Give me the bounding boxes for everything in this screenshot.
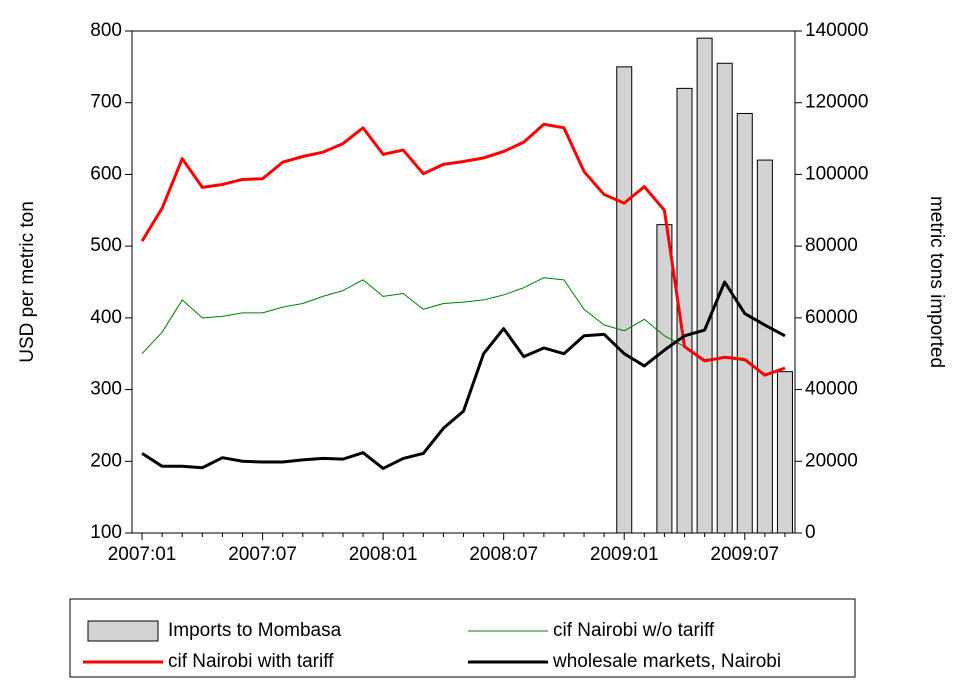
legend-label: Imports to Mombasa xyxy=(168,620,342,641)
line xyxy=(140,122,786,377)
y-tick-label: 300 xyxy=(90,379,122,400)
y-tick-label: 400 xyxy=(90,307,122,328)
legend-label: wholesale markets, Nairobi xyxy=(552,651,781,672)
bar xyxy=(616,66,633,534)
y2-tick-label: 40000 xyxy=(805,379,858,400)
y2-tick-label: 0 xyxy=(805,522,816,543)
y-tick-label: 700 xyxy=(90,92,122,113)
bar xyxy=(736,112,753,534)
x-tick-label: 2008:07 xyxy=(469,544,538,565)
y-tick-label: 600 xyxy=(90,163,122,184)
y2-tick-label: 100000 xyxy=(805,163,868,184)
bar xyxy=(776,371,793,534)
y-tick-label: 200 xyxy=(90,450,122,471)
y2-tick-label: 120000 xyxy=(805,92,868,113)
x-tick-label: 2007:07 xyxy=(228,544,297,565)
x-tick-label: 2009:07 xyxy=(710,544,779,565)
bar xyxy=(656,224,673,534)
legend-label: cif Nairobi w/o tariff xyxy=(553,620,715,641)
y2-axis-label: metric tons imported xyxy=(926,196,947,368)
y-tick-label: 800 xyxy=(90,20,122,41)
y2-tick-label: 140000 xyxy=(805,20,868,41)
y2-tick-label: 60000 xyxy=(805,307,858,328)
legend-label: cif Nairobi with tariff xyxy=(168,651,334,672)
legend-box xyxy=(69,598,856,678)
legend-swatch xyxy=(87,620,159,642)
y-tick-label: 100 xyxy=(90,522,122,543)
line xyxy=(141,280,786,470)
y2-tick-label: 20000 xyxy=(805,450,858,471)
bar xyxy=(696,37,713,534)
x-tick-label: 2007:01 xyxy=(108,544,177,565)
y-tick-label: 500 xyxy=(90,235,122,256)
plot-frame xyxy=(131,30,796,534)
x-tick-label: 2009:01 xyxy=(590,544,659,565)
bar xyxy=(756,159,773,534)
y2-tick-label: 80000 xyxy=(805,235,858,256)
line xyxy=(141,277,786,375)
x-tick-label: 2008:01 xyxy=(349,544,418,565)
y-axis-label: USD per metric ton xyxy=(17,201,38,363)
